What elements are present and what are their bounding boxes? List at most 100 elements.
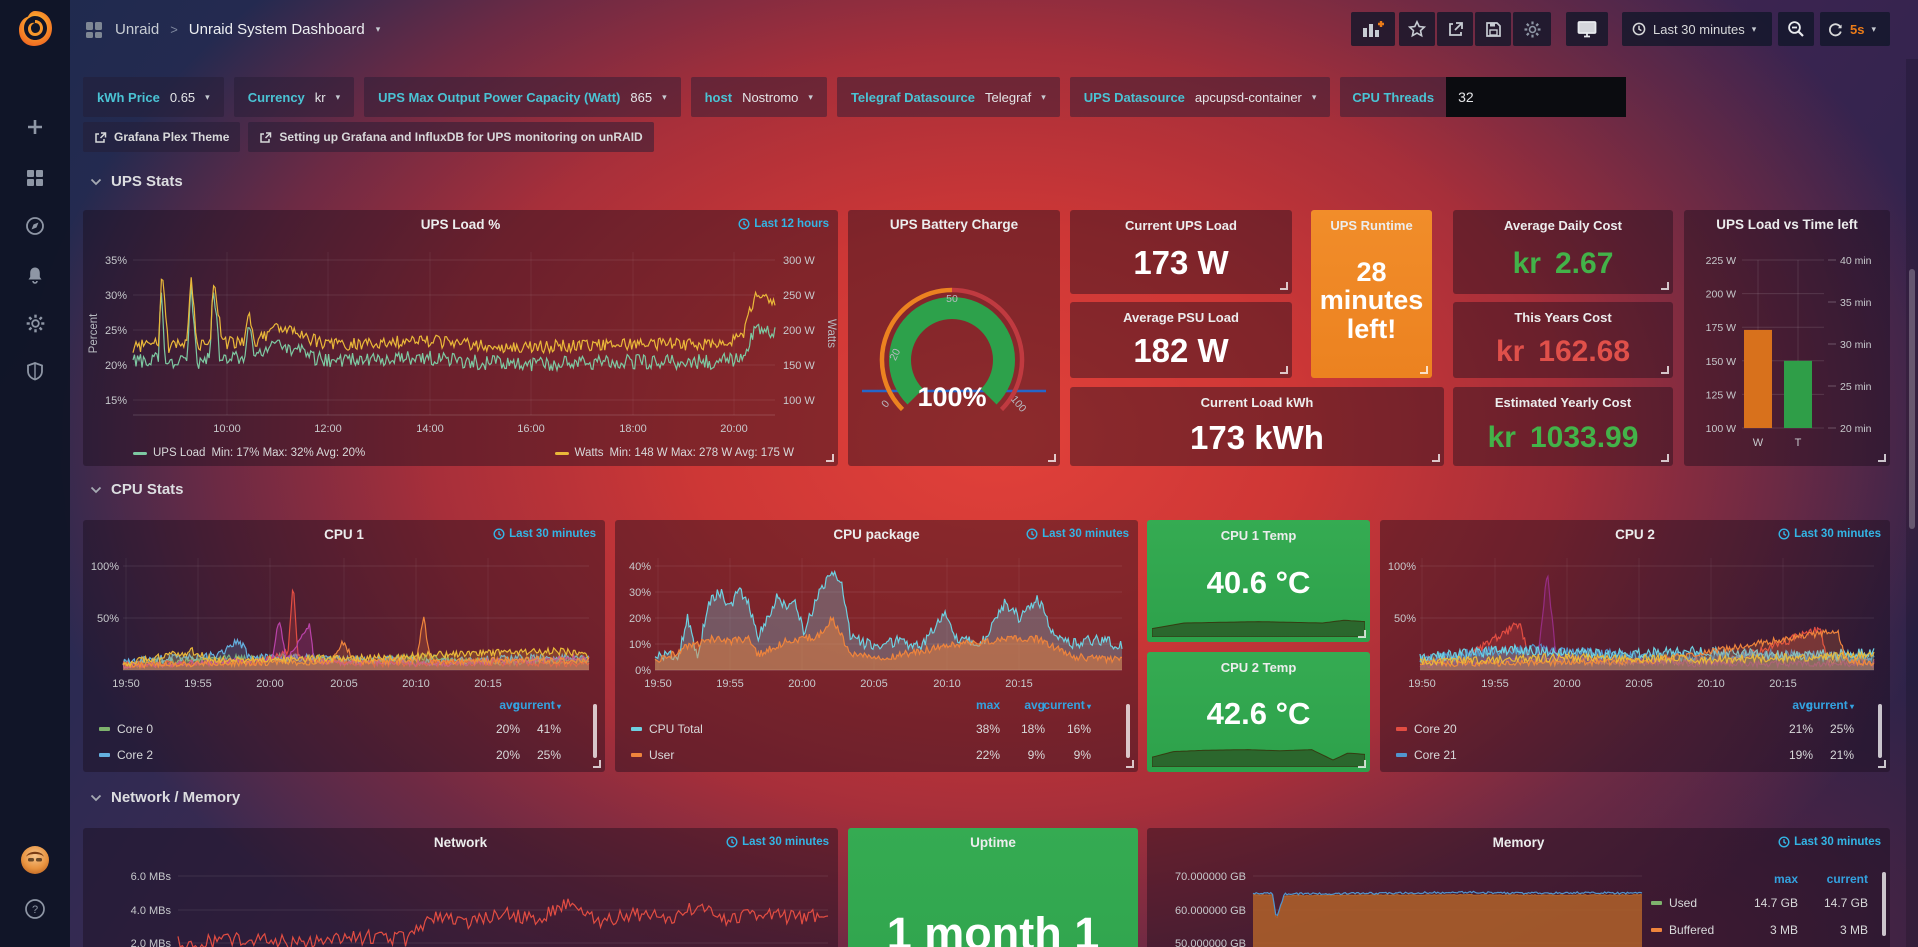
legend-item-watts[interactable]: Watts Min: 148 W Max: 278 W Avg: 175 W [554,447,794,459]
panel-title[interactable]: Current UPS Load [1125,218,1237,233]
legend-header-avg[interactable]: avg [499,698,520,712]
legend-header-avg[interactable]: avg [1792,698,1813,712]
legend-item-ups-load[interactable]: UPS Load Min: 17% Max: 32% Avg: 20% [133,447,365,459]
legend-header-max[interactable]: max [975,698,1000,712]
chevron-down-icon: ▾ [335,91,341,102]
legend-series-cpu-total[interactable]: CPU Total [631,722,703,736]
legend-series-core-0[interactable]: Core 0 [99,722,153,736]
configuration-icon[interactable] [0,303,70,343]
legend-series-user[interactable]: User [631,748,674,762]
panel-title[interactable]: Estimated Yearly Cost [1494,395,1632,410]
legend-value: 9% [1073,748,1091,762]
legend-scrollbar[interactable] [593,704,597,758]
panel-title[interactable]: Network [433,835,488,850]
zoom-out-button[interactable] [1778,12,1814,46]
legend-series-buffered[interactable]: Buffered [1651,923,1714,937]
variable-kwh-price[interactable]: kWh Price 0.65 ▾ [83,77,224,117]
refresh-picker[interactable]: 5s ▾ [1820,12,1890,46]
settings-button[interactable] [1513,12,1551,46]
panel-title[interactable]: UPS Battery Charge [889,217,1019,232]
svg-text:15%: 15% [105,395,127,407]
panel-title[interactable]: CPU package [833,527,920,542]
legend-header-current[interactable]: current ▾ [513,698,561,712]
cpu-threads-input[interactable] [1446,77,1627,117]
svg-text:30%: 30% [629,587,651,599]
legend-header-current[interactable]: current [1826,872,1868,886]
alerting-icon[interactable] [0,255,70,295]
legend-value: 41% [536,722,561,736]
svg-text:200 W: 200 W [1706,289,1736,301]
legend-value: 25% [1829,722,1854,736]
share-button[interactable] [1437,12,1473,46]
variable-ups-max-output-power-capacity-watt[interactable]: UPS Max Output Power Capacity (Watt) 865 ▾ [364,77,681,117]
legend-scrollbar[interactable] [1878,704,1882,758]
panel-title[interactable]: CPU 2 [1615,527,1655,542]
legend-series-core-21[interactable]: Core 21 [1396,748,1457,762]
legend-scrollbar[interactable] [1126,704,1130,758]
apps-grid-icon[interactable] [84,20,104,40]
legend-series-core-20[interactable]: Core 20 [1396,722,1457,736]
clock-icon [726,836,738,848]
variable-label: UPS Max Output Power Capacity (Watt) [378,89,621,105]
dashboard-link-setting-up-grafana-and-influxd[interactable]: Setting up Grafana and InfluxDB for UPS … [248,122,654,152]
save-button[interactable] [1475,12,1511,46]
svg-text:70.000000 GB: 70.000000 GB [1175,871,1246,883]
star-button[interactable] [1399,12,1435,46]
panel-title[interactable]: Average Daily Cost [1503,218,1622,233]
time-range-picker[interactable]: Last 30 minutes ▾ [1622,12,1772,46]
section-ups-stats[interactable]: UPS Stats [90,173,183,190]
cycle-view-button[interactable] [1566,12,1608,46]
svg-text:10%: 10% [629,639,651,651]
panel-title[interactable]: CPU 1 [324,527,364,542]
panel-title[interactable]: CPU 1 Temp [1220,528,1297,543]
legend-scrollbar[interactable] [1882,872,1886,936]
panel-title[interactable]: Average PSU Load [1123,310,1239,325]
help-icon[interactable]: ? [0,889,70,929]
breadcrumb-root[interactable]: Unraid [115,21,160,38]
grafana-logo[interactable] [0,8,70,50]
panel-title[interactable]: Current Load kWh [1200,395,1314,410]
legend-header-avg[interactable]: avg [1024,698,1045,712]
legend-series-core-2[interactable]: Core 2 [99,748,153,762]
page-scrollbar[interactable] [1906,59,1918,947]
panel-cpu-2-temp: CPU 2 Temp 42.6 °C [1147,652,1370,772]
clock-icon [738,218,750,230]
chevron-down-icon[interactable]: ▾ [375,24,381,34]
chevron-down-icon [90,486,102,494]
panel-title[interactable]: This Years Cost [1514,310,1612,325]
scrollbar-thumb[interactable] [1909,269,1915,529]
dashboard-title[interactable]: Unraid System Dashboard [188,21,365,38]
variable-currency[interactable]: Currency kr ▾ [233,77,355,117]
svg-text:6.0 MBs: 6.0 MBs [131,871,172,883]
shield-icon[interactable] [0,351,70,391]
section-cpu-stats[interactable]: CPU Stats [90,481,184,498]
clock-icon [1632,22,1646,36]
chevron-down-icon [90,178,102,186]
panel-title[interactable]: UPS Load vs Time left [1716,217,1858,232]
section-network-memory[interactable]: Network / Memory [90,789,240,806]
plus-icon[interactable] [0,107,70,147]
panel-title[interactable]: UPS Runtime [1330,218,1413,233]
variable-host[interactable]: host Nostromo ▾ [690,77,827,117]
legend-header-current[interactable]: current ▾ [1806,698,1854,712]
avatar[interactable] [0,840,70,880]
svg-text:16:00: 16:00 [517,423,545,435]
legend-series-used[interactable]: Used [1651,896,1697,910]
legend-header-max[interactable]: max [1773,872,1798,886]
panel-title[interactable]: Memory [1492,835,1545,850]
legend-header-current[interactable]: current ▾ [1043,698,1091,712]
svg-text:19:55: 19:55 [1481,678,1509,690]
panel-this-years-cost: This Years Cost kr 162.68 [1453,302,1673,378]
dashboards-icon[interactable] [0,158,70,198]
variable-ups-datasource[interactable]: UPS Datasource apcupsd-container ▾ [1069,77,1331,117]
dashboard-link-grafana-plex-theme[interactable]: Grafana Plex Theme [83,122,241,152]
panel-ups-load: UPS Load % Last 12 hours 35% 30% 25% 20% 15%… [83,210,838,466]
svg-text:0%: 0% [635,665,651,677]
panel-title[interactable]: CPU 2 Temp [1220,660,1297,675]
panel-title[interactable]: UPS Load % [420,217,501,232]
add-panel-button[interactable] [1351,12,1395,46]
explore-icon[interactable] [0,206,70,246]
variable-telegraf-datasource[interactable]: Telegraf Datasource Telegraf ▾ [836,77,1060,117]
dashboard-links: Grafana Plex Theme Setting up Grafana and… [83,122,654,152]
panel-title[interactable]: Uptime [970,835,1016,850]
